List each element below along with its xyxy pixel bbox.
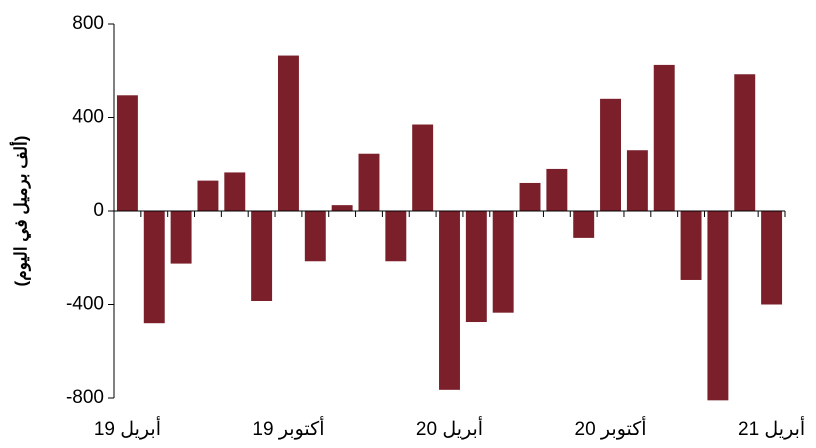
bar: [626, 150, 648, 211]
bar: [492, 211, 514, 313]
bar: [197, 180, 219, 211]
y-axis-title: (ألف برميل في اليوم): [8, 136, 31, 287]
bar: [600, 98, 622, 211]
bar: [546, 168, 568, 211]
bar: [116, 95, 138, 211]
bar: [707, 211, 729, 401]
y-tick-label: 0: [93, 200, 104, 221]
bar: [224, 172, 246, 211]
x-tick-label: أبريل 21: [738, 415, 805, 440]
y-tick-label: -400: [66, 294, 104, 315]
x-tick-label: أبريل 20: [416, 415, 483, 440]
bar: [331, 205, 353, 211]
y-tick-label: -800: [66, 387, 104, 408]
y-tick-label: 400: [72, 107, 104, 128]
bar: [653, 64, 675, 211]
bar: [277, 55, 299, 212]
y-tick-label: 800: [72, 13, 104, 34]
bar: [573, 211, 595, 238]
bar: [143, 211, 165, 324]
bar: [439, 211, 460, 390]
bar: [412, 124, 434, 211]
bar: [304, 211, 326, 262]
bar: [170, 211, 192, 264]
x-tick-label: أكتوبر 20: [575, 415, 647, 440]
x-tick-label: أبريل 19: [94, 415, 161, 440]
bar: [358, 153, 380, 211]
bar: [761, 211, 783, 305]
bar: [251, 211, 273, 301]
bar: [385, 211, 407, 262]
bar: [465, 211, 487, 323]
bar: [519, 182, 541, 211]
bar: [734, 74, 756, 211]
x-tick-label: أكتوبر 19: [252, 415, 324, 440]
bar: [680, 211, 702, 280]
